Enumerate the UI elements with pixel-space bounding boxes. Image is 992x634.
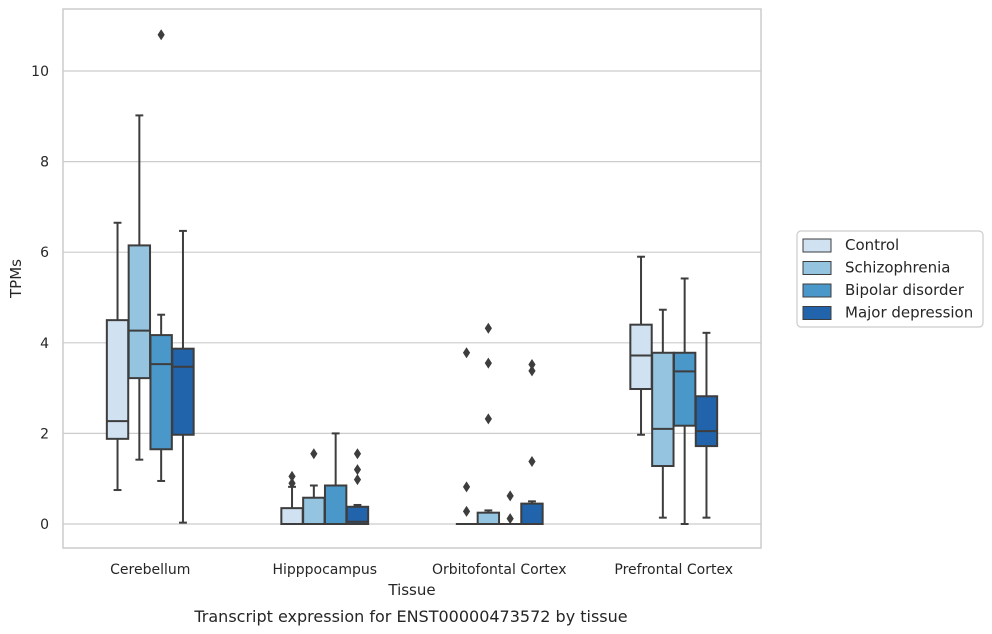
box-body xyxy=(651,351,675,468)
box-body xyxy=(520,502,544,525)
outlier-point xyxy=(506,490,514,502)
box-body xyxy=(694,395,719,448)
y-tick-label: 6 xyxy=(40,245,49,261)
outlier-point xyxy=(528,359,536,371)
box-plot xyxy=(629,255,653,436)
outlier-point xyxy=(528,365,536,377)
outlier-point xyxy=(484,322,492,334)
x-tick-label: Hipppocampus xyxy=(272,562,377,578)
box-plot xyxy=(127,114,152,461)
box-plot xyxy=(672,277,697,525)
legend-entry: Control xyxy=(845,236,899,254)
legend-entry: Schizophrenia xyxy=(845,259,950,277)
box-body xyxy=(672,351,697,427)
box-plot xyxy=(280,470,304,525)
box-plot xyxy=(149,29,173,482)
plot-frame xyxy=(62,8,762,549)
legend-frame xyxy=(796,230,984,328)
box-body xyxy=(476,511,501,525)
outlier-point xyxy=(506,513,514,525)
outlier-point xyxy=(353,464,362,476)
outlier-point xyxy=(484,357,492,369)
outlier-point xyxy=(157,29,165,41)
outlier-point xyxy=(353,448,362,460)
box-body xyxy=(629,323,653,391)
outlier-point xyxy=(353,474,362,486)
legend-swatch xyxy=(802,283,832,298)
y-tick-label: 4 xyxy=(40,336,49,352)
box-plot xyxy=(651,308,675,519)
outlier-point xyxy=(484,413,492,425)
box-plot xyxy=(694,331,719,519)
box-plot-series xyxy=(105,29,719,526)
legend-swatch xyxy=(802,261,832,275)
legend-entry: Bipolar disorder xyxy=(845,281,965,299)
y-axis-ticks: 0 2 4 6 8 10 xyxy=(31,64,49,533)
box-body xyxy=(302,496,326,526)
outlier-point xyxy=(288,470,296,482)
box-plot xyxy=(476,322,501,525)
box-plot xyxy=(105,221,130,492)
outlier-point xyxy=(462,505,471,517)
y-axis-label: TPMs xyxy=(7,259,25,299)
box-plot xyxy=(455,347,478,525)
legend: Control Schizophrenia Bipolar disorder Majo… xyxy=(796,230,984,328)
box-body xyxy=(280,507,304,525)
box-body xyxy=(345,505,370,526)
box-plot xyxy=(345,448,370,526)
x-tick-label: Prefrontal Cortex xyxy=(614,562,733,578)
legend-swatch xyxy=(802,306,832,320)
box-plot xyxy=(520,359,544,525)
box-body xyxy=(323,484,348,525)
x-tick-label: Orbitofontal Cortex xyxy=(432,562,567,578)
box-body xyxy=(149,334,173,451)
x-axis-ticks: Cerebellum Hipppocampus Orbitofontal Corte… xyxy=(110,562,733,578)
outlier-point xyxy=(462,347,471,359)
outlier-point xyxy=(288,477,296,489)
y-tick-label: 8 xyxy=(40,155,49,171)
box-body xyxy=(171,347,195,436)
box-plot xyxy=(171,229,195,524)
legend-entry: Major depression xyxy=(845,304,973,322)
outlier-point xyxy=(528,455,536,467)
outlier-point xyxy=(462,481,471,493)
box-body xyxy=(127,244,152,380)
legend-swatch xyxy=(802,238,832,253)
chart-caption: Transcript expression for ENST0000047357… xyxy=(193,607,627,626)
box-plot xyxy=(323,432,348,525)
outlier-point xyxy=(310,448,318,460)
x-axis-label: Tissue xyxy=(387,581,435,599)
x-tick-label: Cerebellum xyxy=(110,562,190,578)
box-plot xyxy=(302,448,326,526)
y-tick-label: 10 xyxy=(31,64,49,80)
y-tick-label: 2 xyxy=(40,426,49,442)
box-plot xyxy=(499,490,521,525)
y-tick-label: 0 xyxy=(40,517,49,533)
box-body xyxy=(105,319,130,440)
